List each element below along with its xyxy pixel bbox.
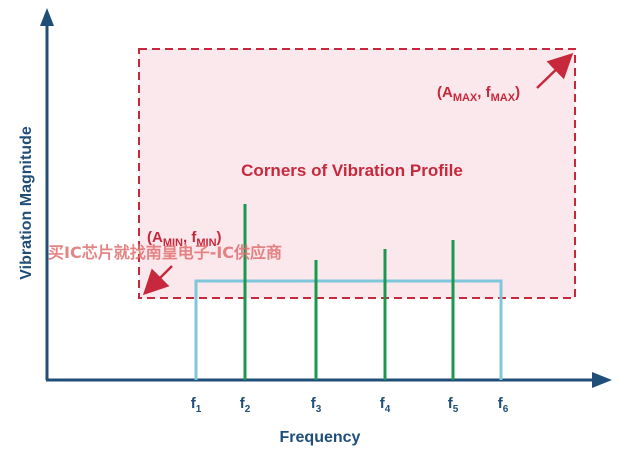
min-corner-arrow xyxy=(142,265,173,296)
freq-tick-f4: f4 xyxy=(380,395,391,415)
max-corner-label: (AMAX, fMAX) xyxy=(437,84,520,104)
y-axis-arrow xyxy=(40,8,54,26)
freq-tick-f3: f3 xyxy=(311,395,322,415)
vibration-profile-region xyxy=(138,48,576,299)
freq-tick-f5: f5 xyxy=(448,395,459,415)
freq-tick-f2: f2 xyxy=(240,395,251,415)
freq-tick-f1: f1 xyxy=(191,395,202,415)
profile-label: Corners of Vibration Profile xyxy=(241,161,463,180)
frequency-envelope xyxy=(194,279,503,380)
min-corner-label: (AMIN, fMIN) xyxy=(147,229,222,249)
freq-tick-f6: f6 xyxy=(498,395,509,415)
y-axis-label: Vibration Magnitude xyxy=(18,126,35,280)
max-corner-arrow xyxy=(536,53,574,89)
x-axis-arrow xyxy=(592,372,612,388)
watermark-text: 买IC芯片就找南皇电子-IC供应商 xyxy=(48,243,283,262)
x-axis-label: Frequency xyxy=(280,429,361,446)
